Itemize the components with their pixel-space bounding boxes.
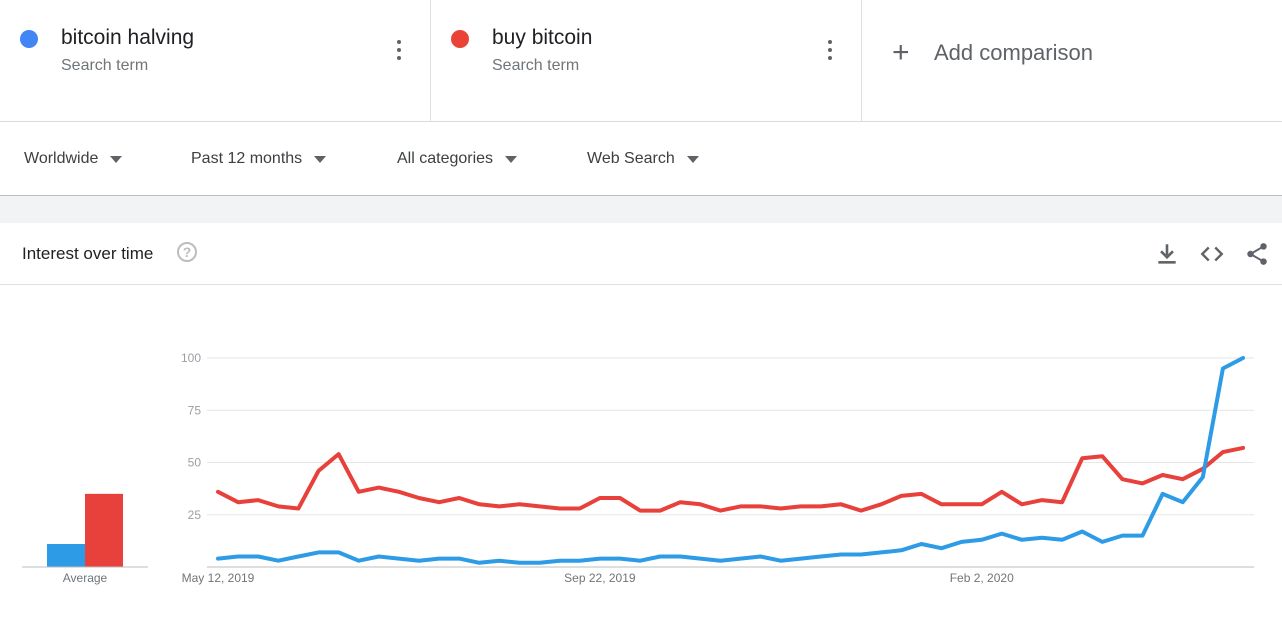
average-bar-bitcoin-halving [47,544,85,567]
series-color-dot-1 [20,30,38,48]
embed-icon[interactable] [1199,241,1225,267]
search-type-filter[interactable]: Web Search [587,150,699,168]
y-tick-label: 100 [181,351,201,365]
series-line-buy-bitcoin [216,445,1245,513]
chart-series [216,356,1245,565]
more-vert-icon[interactable] [825,40,835,62]
series-line-bitcoin-halving [216,356,1245,565]
search-term-name[interactable]: bitcoin halving [61,26,195,49]
time-range-filter[interactable]: Past 12 months [191,150,327,168]
y-axis-ticks: 25 50 75 100 [181,351,201,522]
series-color-dot-2 [451,30,469,48]
x-axis-ticks: May 12, 2019 Sep 22, 2019 Feb 2, 2020 [182,571,1014,585]
dropdown-arrow-icon [505,155,518,163]
download-icon[interactable] [1154,241,1180,267]
card-header: Interest over time ? [0,223,1282,285]
x-tick-label: May 12, 2019 [182,571,255,585]
compare-bar: bitcoin halving Search term buy bitcoin … [0,0,1282,122]
chart-grid [207,357,1254,568]
dropdown-arrow-icon [314,155,327,163]
time-range-filter-label: Past 12 months [191,150,303,167]
x-tick-label: Feb 2, 2020 [950,571,1014,585]
plus-icon: + [892,36,910,69]
average-bar-chart: Average [22,493,148,585]
card-title: Interest over time [22,244,154,263]
x-tick-label: Sep 22, 2019 [564,571,636,585]
dropdown-arrow-icon [110,155,123,163]
search-type-filter-label: Web Search [587,150,675,167]
filter-bar: Worldwide Past 12 months All categories … [0,122,1282,196]
search-term-name[interactable]: buy bitcoin [492,26,593,49]
category-filter-label: All categories [397,150,494,167]
average-label: Average [63,571,108,585]
y-tick-label: 25 [188,508,202,522]
add-comparison-button[interactable]: + Add comparison [862,0,1282,122]
region-filter-label: Worldwide [24,150,99,167]
add-comparison-label: Add comparison [934,40,1093,65]
more-vert-icon[interactable] [394,40,404,62]
search-term-card-1[interactable]: bitcoin halving Search term [0,0,431,122]
share-icon[interactable] [1244,241,1270,267]
search-term-type: Search term [61,57,149,74]
search-term-card-2[interactable]: buy bitcoin Search term [431,0,862,122]
y-tick-label: 50 [188,456,202,470]
search-term-type: Search term [492,57,580,74]
y-tick-label: 75 [188,403,202,417]
section-divider [0,196,1282,223]
category-filter[interactable]: All categories [397,150,518,168]
help-icon[interactable]: ? [177,242,197,262]
dropdown-arrow-icon [686,155,699,163]
region-filter[interactable]: Worldwide [24,150,123,168]
average-bar-buy-bitcoin [85,493,123,567]
